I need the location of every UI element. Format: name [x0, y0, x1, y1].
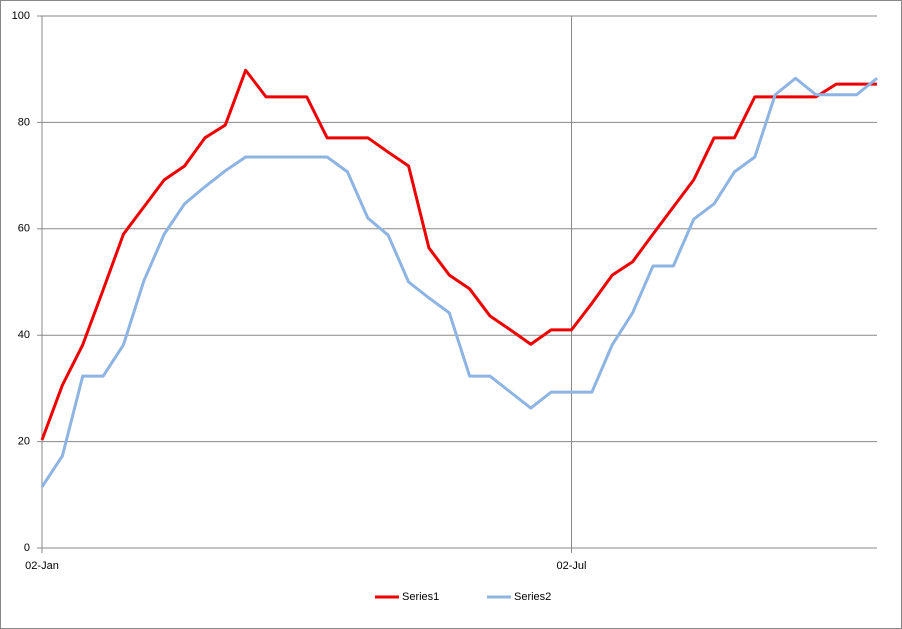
legend-label: Series1	[402, 591, 439, 603]
y-tick-label: 20	[18, 436, 30, 448]
legend-label: Series2	[514, 591, 551, 603]
x-tick-label: 02-Jan	[25, 560, 59, 572]
series-line	[40, 76, 878, 488]
y-tick-label: 60	[18, 223, 30, 235]
y-tick-label: 80	[18, 116, 30, 128]
y-tick-label: 100	[12, 10, 30, 22]
y-tick-label: 0	[24, 542, 30, 554]
x-tick-label: 02-Jul	[557, 560, 587, 572]
y-tick-label: 40	[18, 329, 30, 341]
series-line	[40, 68, 877, 441]
